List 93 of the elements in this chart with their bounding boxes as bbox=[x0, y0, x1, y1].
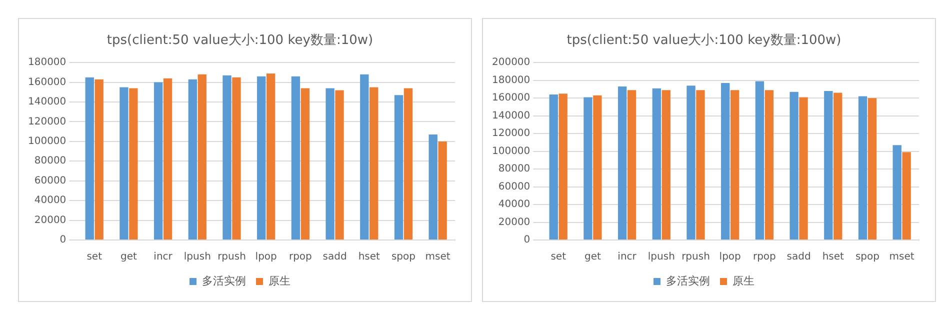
x-tick-label: lpush bbox=[184, 252, 211, 263]
x-tick-label: get bbox=[120, 252, 137, 263]
x-tick-label: mset bbox=[425, 252, 450, 263]
x-tick-label: rpush bbox=[218, 252, 246, 263]
bar bbox=[868, 98, 877, 240]
bar bbox=[790, 92, 798, 240]
bar bbox=[686, 86, 696, 240]
bar bbox=[799, 97, 808, 240]
bar bbox=[335, 90, 344, 240]
x-tick-label: sadd bbox=[786, 252, 811, 263]
bar bbox=[892, 145, 902, 240]
y-tick-label: 160000 bbox=[492, 92, 530, 104]
y-tick-label: 0 bbox=[60, 234, 66, 246]
y-tick-label: 20000 bbox=[34, 214, 66, 226]
bar bbox=[755, 81, 764, 240]
bar bbox=[129, 88, 138, 240]
bar bbox=[764, 90, 774, 240]
bar bbox=[120, 87, 128, 240]
bar bbox=[549, 94, 558, 240]
bar bbox=[394, 95, 404, 240]
chart-title: tps(client:50 value大小:100 key数量:100w) bbox=[566, 33, 842, 48]
y-tick-label: 60000 bbox=[498, 181, 530, 192]
bar bbox=[188, 79, 198, 240]
x-tick-label: lpop bbox=[719, 252, 741, 263]
y-tick-label: 0 bbox=[524, 234, 530, 246]
y-tick-label: 100000 bbox=[28, 136, 66, 148]
bar bbox=[730, 90, 740, 240]
bar bbox=[154, 82, 163, 240]
legend-label: 原生 bbox=[268, 274, 290, 288]
bar bbox=[266, 73, 276, 240]
legend-label: 多活实例 bbox=[202, 274, 246, 288]
y-tick-label: 40000 bbox=[34, 195, 66, 206]
bar bbox=[300, 88, 310, 240]
x-tick-label: sadd bbox=[322, 252, 347, 263]
x-tick-label: incr bbox=[618, 252, 638, 263]
bar bbox=[584, 97, 592, 240]
bar bbox=[428, 134, 438, 240]
y-tick-label: 180000 bbox=[28, 57, 66, 68]
x-tick-label: spop bbox=[855, 252, 880, 263]
y-tick-label: 140000 bbox=[28, 96, 66, 108]
legend-label: 原生 bbox=[732, 274, 754, 288]
bar bbox=[627, 90, 636, 240]
bar bbox=[222, 75, 232, 240]
x-tick-label: rpop bbox=[288, 252, 312, 263]
bar bbox=[662, 90, 670, 240]
y-tick-label: 120000 bbox=[492, 128, 530, 140]
x-tick-label: get bbox=[584, 252, 601, 263]
x-tick-label: hset bbox=[822, 252, 844, 263]
bar bbox=[94, 79, 104, 240]
y-tick-label: 120000 bbox=[28, 116, 66, 128]
bar bbox=[902, 152, 911, 240]
x-tick-label: hset bbox=[358, 252, 380, 263]
bar bbox=[824, 90, 833, 240]
x-tick-label: rpop bbox=[752, 252, 776, 263]
y-tick-label: 180000 bbox=[492, 74, 530, 86]
y-tick-label: 40000 bbox=[498, 199, 530, 210]
bar bbox=[360, 74, 369, 240]
bar bbox=[652, 88, 662, 240]
bar bbox=[438, 141, 447, 240]
chart-title: tps(client:50 value大小:100 key数量:10w) bbox=[106, 33, 374, 48]
bar bbox=[858, 96, 868, 240]
x-tick-label: lpop bbox=[255, 252, 277, 263]
bar bbox=[696, 90, 705, 240]
x-tick-label: set bbox=[550, 252, 566, 263]
y-tick-label: 80000 bbox=[498, 164, 530, 175]
x-tick-label: lpush bbox=[648, 252, 675, 263]
bar bbox=[618, 86, 627, 240]
x-tick-label: spop bbox=[391, 252, 416, 263]
bar bbox=[721, 83, 730, 240]
x-tick-label: incr bbox=[154, 252, 174, 263]
y-tick-label: 100000 bbox=[492, 146, 530, 157]
x-tick-label: mset bbox=[889, 252, 914, 263]
y-tick-label: 60000 bbox=[34, 175, 66, 186]
y-tick-label: 140000 bbox=[492, 110, 530, 122]
bar bbox=[257, 76, 266, 240]
y-tick-label: 80000 bbox=[34, 156, 66, 167]
bar bbox=[85, 77, 94, 240]
x-tick-label: set bbox=[86, 252, 102, 263]
bar bbox=[198, 74, 206, 240]
y-tick-label: 160000 bbox=[28, 76, 66, 88]
y-tick-label: 200000 bbox=[492, 57, 530, 68]
bar bbox=[326, 88, 334, 240]
bar bbox=[404, 88, 413, 240]
bar bbox=[370, 87, 378, 240]
y-tick-label: 20000 bbox=[498, 216, 530, 228]
bar bbox=[593, 95, 602, 240]
bar bbox=[558, 94, 568, 240]
bar bbox=[163, 78, 172, 240]
legend-label: 多活实例 bbox=[666, 274, 710, 288]
bar bbox=[834, 92, 842, 240]
x-tick-label: rpush bbox=[682, 252, 710, 263]
bar bbox=[291, 76, 300, 240]
bar bbox=[232, 77, 241, 240]
